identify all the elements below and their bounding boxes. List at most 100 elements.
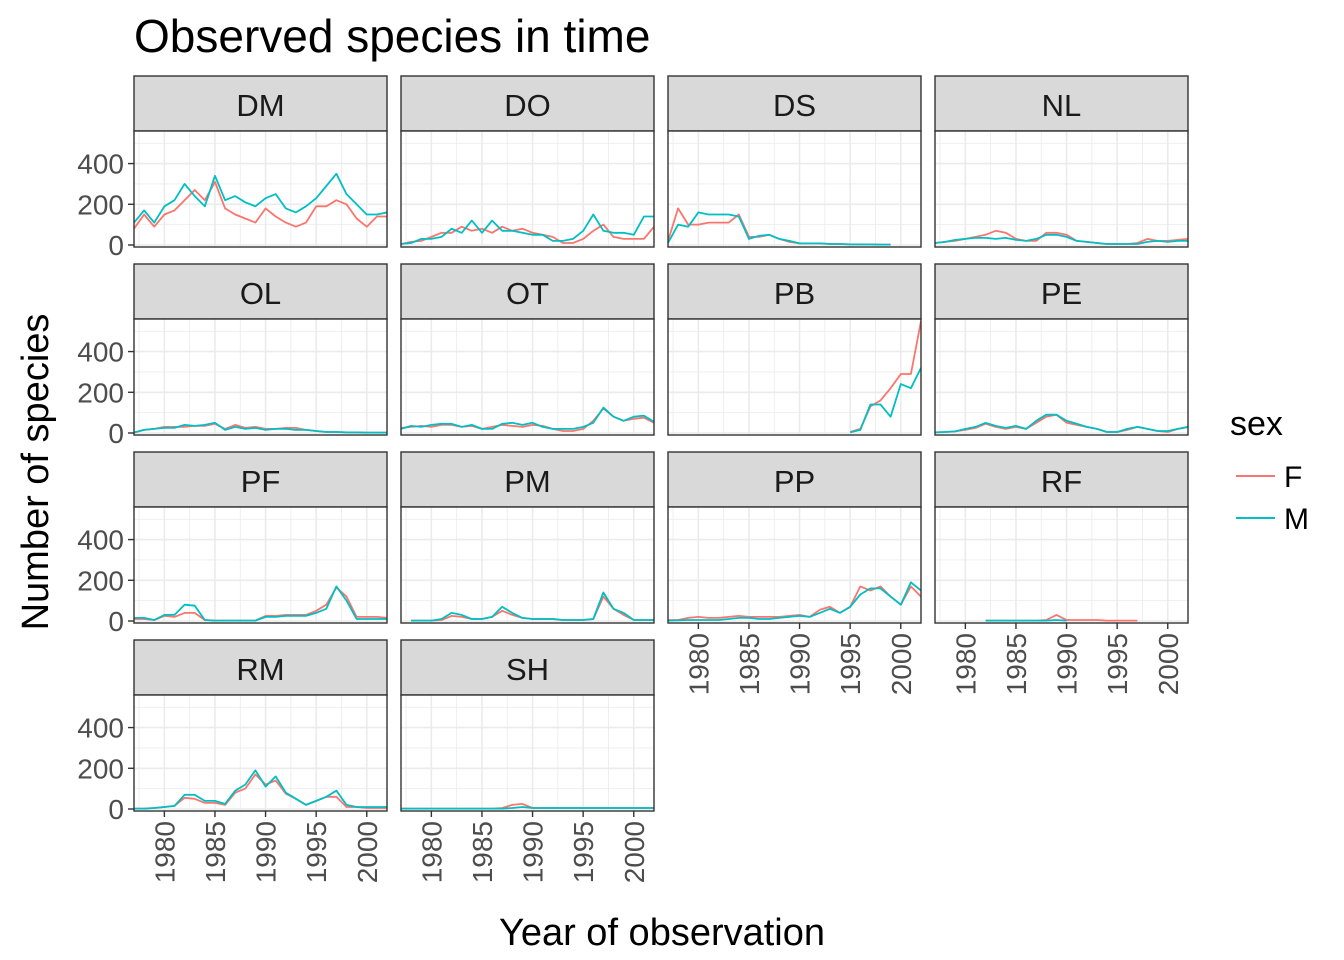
series-line-m: [401, 213, 654, 245]
facet-strip: [667, 75, 922, 132]
y-tick-label: 400: [77, 525, 124, 556]
y-tick-label: 400: [77, 713, 124, 744]
panel-series: [401, 803, 654, 810]
facet-panel-sh: SH 1980 1985 1990 1995 2000: [400, 639, 655, 883]
panel-series: [849, 320, 921, 434]
panel-background: [668, 319, 921, 435]
x-tick-label: 2000: [886, 633, 917, 695]
panel-border: [133, 694, 388, 812]
series-line-m: [134, 172, 387, 224]
panel-grid: [401, 131, 654, 247]
facet-strip: [133, 451, 388, 508]
legend-title: sex: [1230, 405, 1283, 443]
panel-series: [935, 413, 1188, 434]
facet-panel-ol: OL 0 200 400: [77, 263, 388, 449]
panel-series: [134, 769, 387, 810]
x-tick-label: 1980: [149, 821, 180, 883]
panel-background: [134, 319, 387, 435]
facet-strip: [934, 75, 1189, 132]
facet-label: RM: [236, 652, 284, 687]
panel-series: [134, 172, 387, 230]
x-tick-label: 1995: [1102, 633, 1133, 695]
series-line-f: [668, 585, 921, 621]
facet-panel-ds: DS: [667, 75, 922, 248]
y-tick-label: 200: [77, 565, 124, 596]
x-tick-label: 1980: [416, 821, 447, 883]
facet-strip: [667, 263, 922, 320]
panel-border: [400, 318, 655, 436]
panel-grid: [134, 131, 387, 247]
facet-label: RF: [1041, 464, 1082, 499]
panel-series: [411, 591, 654, 622]
y-tick-label: 0: [108, 794, 124, 825]
panel-series: [668, 581, 921, 622]
facet-label: OL: [240, 276, 281, 311]
series-line-m: [985, 619, 1067, 622]
series-line-m: [668, 211, 891, 246]
facet-panel-do: DO: [400, 75, 655, 248]
facet-label: SH: [506, 652, 549, 687]
panel-border: [667, 130, 922, 248]
facet-panel-pf: PF 0 200 400: [77, 451, 388, 637]
panel-border: [133, 318, 388, 436]
y-tick-label: 200: [77, 189, 124, 220]
panel-border: [400, 694, 655, 812]
panel-grid: [134, 319, 387, 435]
panel-background: [668, 507, 921, 623]
facet-label: DS: [773, 88, 816, 123]
facet-label: PF: [241, 464, 281, 499]
y-tick-label: 400: [77, 337, 124, 368]
facet-panel-pb: PB: [667, 263, 922, 436]
panel-background: [935, 507, 1188, 623]
x-tick-label: 1990: [251, 821, 282, 883]
facet-strip: [400, 451, 655, 508]
facet-strip: [133, 263, 388, 320]
series-line-m: [935, 413, 1188, 434]
panel-grid: [668, 507, 921, 623]
series-line-m: [849, 367, 921, 434]
panel-series: [401, 213, 654, 245]
facet-panel-pm: PM: [400, 451, 655, 624]
facet-label: PB: [774, 276, 815, 311]
panel-border: [934, 130, 1189, 248]
panel-series: [985, 614, 1138, 622]
panel-border: [400, 130, 655, 248]
y-tick-label: 0: [108, 230, 124, 261]
y-tick-label: 400: [77, 149, 124, 180]
series-line-m: [401, 406, 654, 430]
legend-label-m: M: [1284, 503, 1309, 536]
panel-grid: [935, 131, 1188, 247]
panel-grid: [401, 319, 654, 435]
panel-background: [935, 131, 1188, 247]
y-tick-label: 200: [77, 377, 124, 408]
series-line-m: [668, 581, 921, 622]
legend: sex FM: [1230, 405, 1309, 536]
panel-border: [400, 506, 655, 624]
facet-strip: [934, 263, 1189, 320]
series-line-m: [401, 806, 654, 810]
panel-background: [134, 695, 387, 811]
facet-panel-rm: RM 0 200 400 1980 1985 1990 1995 2000: [77, 639, 388, 883]
x-tick-label: 1985: [200, 821, 231, 883]
facet-label: DO: [504, 88, 551, 123]
y-axis-title: Number of species: [15, 314, 57, 631]
facet-label: PM: [504, 464, 551, 499]
panel-border: [667, 318, 922, 436]
series-line-m: [134, 421, 387, 434]
panel-background: [401, 507, 654, 623]
x-tick-label: 1980: [683, 633, 714, 695]
facet-panel-pe: PE: [934, 263, 1189, 436]
x-tick-label: 2000: [619, 821, 650, 883]
panel-background: [935, 319, 1188, 435]
panel-border: [133, 506, 388, 624]
series-line-f: [401, 223, 654, 245]
facet-panel-ot: OT: [400, 263, 655, 436]
series-line-m: [935, 233, 1188, 245]
panel-series: [134, 585, 387, 622]
facet-strip: [667, 451, 922, 508]
x-tick-label: 1980: [950, 633, 981, 695]
series-line-m: [134, 769, 387, 810]
x-tick-label: 1985: [734, 633, 765, 695]
panel-series: [134, 421, 387, 434]
